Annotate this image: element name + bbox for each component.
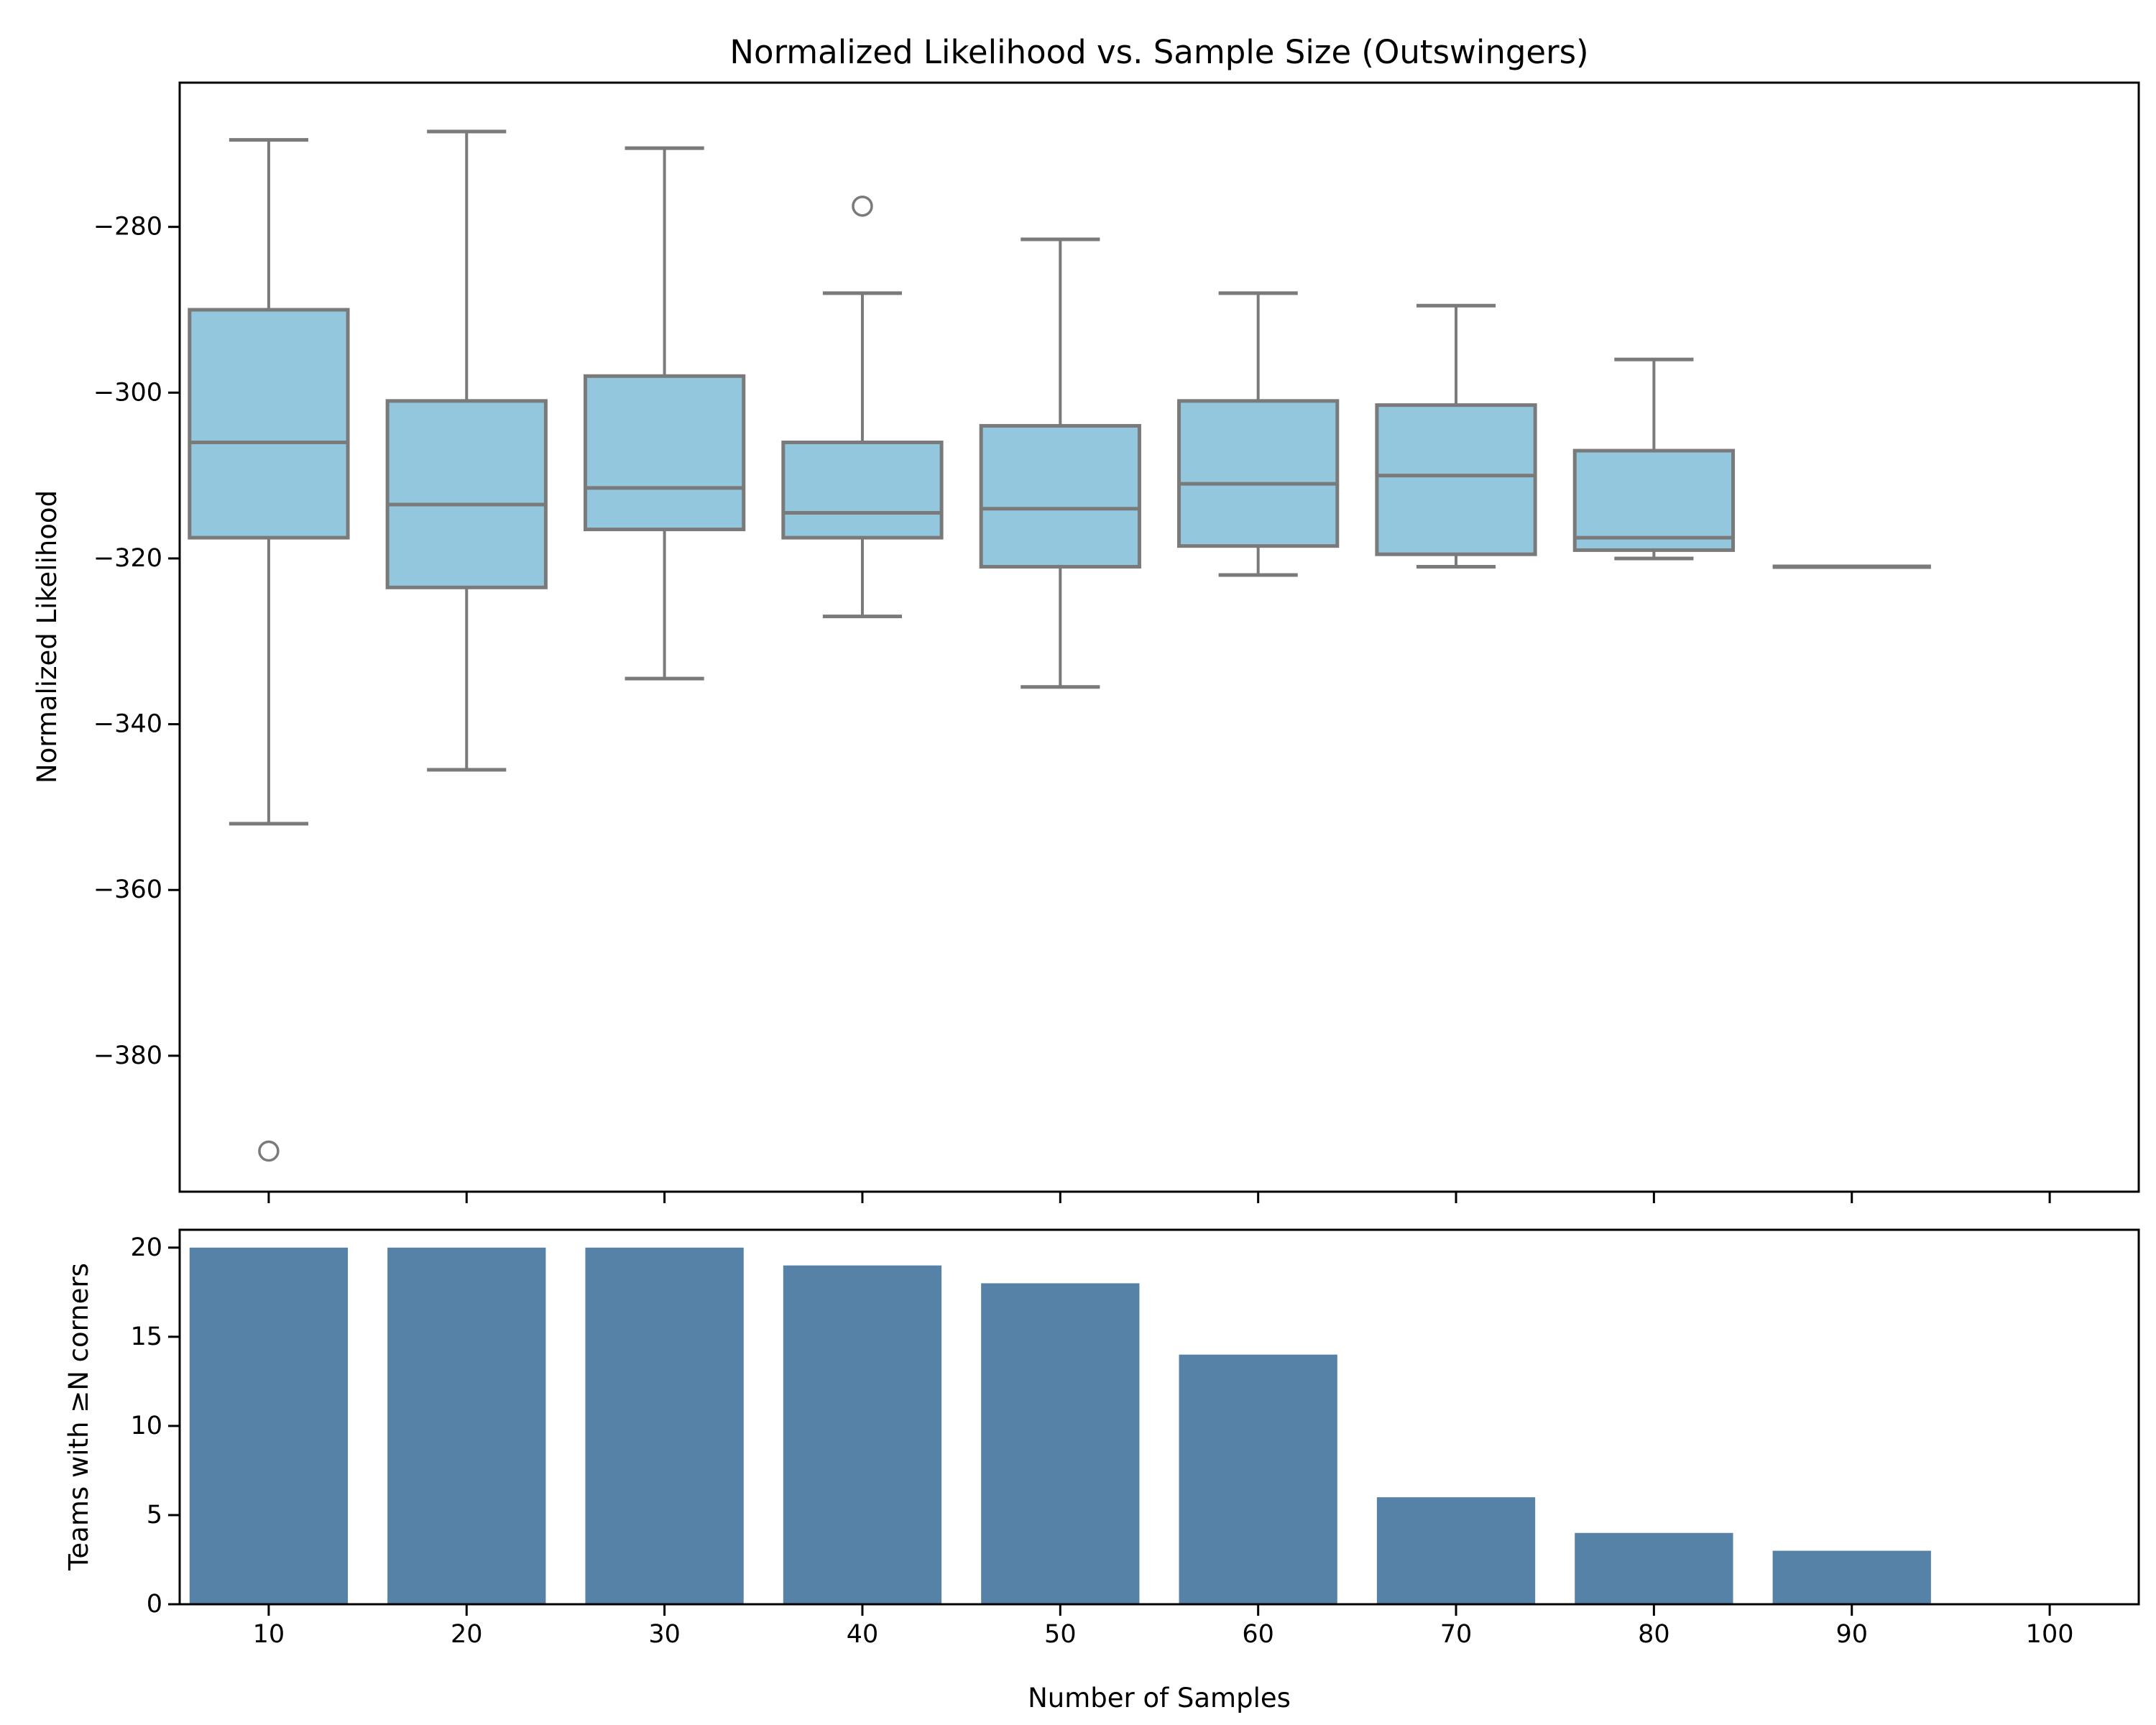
top-y-axis-label: Normalized Likelihood (32, 490, 63, 783)
y-tick-label: 15 (130, 1322, 162, 1351)
bar-chart: 0 5 10 15 20 10 20 30 40 50 60 70 80 90 100 (130, 1228, 2140, 1649)
y-tick-label: −340 (93, 710, 162, 739)
y-tick-label: 20 (130, 1233, 162, 1262)
box (1375, 403, 1537, 556)
bottom-axes-frame (178, 1228, 2140, 1606)
x-tick-label: 10 (253, 1620, 285, 1649)
x-tick-label: 20 (451, 1620, 483, 1649)
x-tick-label: 100 (2026, 1620, 2074, 1649)
y-tick-label: −320 (93, 544, 162, 573)
bar (189, 1247, 349, 1604)
bar (1772, 1550, 1931, 1604)
y-tick-label: −360 (93, 875, 162, 904)
box (979, 423, 1141, 569)
figure-title: Normalized Likelihood vs. Sample Size (O… (729, 33, 1588, 71)
bar (585, 1247, 744, 1604)
y-tick-label: −280 (93, 213, 162, 242)
box (1177, 399, 1340, 548)
y-tick-label: −300 (93, 378, 162, 407)
y-tick-label: 5 (147, 1501, 162, 1530)
boxplot-chart: −280 −300 −320 −340 −360 −380 (93, 81, 2140, 1203)
bar (783, 1265, 942, 1604)
y-tick-label: −380 (93, 1041, 162, 1070)
x-tick-label: 70 (1440, 1620, 1473, 1649)
bar (1179, 1354, 1337, 1604)
box (188, 308, 350, 540)
box (781, 440, 944, 540)
x-axis-label: Number of Samples (1028, 1683, 1291, 1714)
bar (387, 1247, 546, 1604)
box (385, 399, 548, 589)
bar (1575, 1532, 1733, 1604)
x-tick-label: 40 (847, 1620, 879, 1649)
bar (1376, 1497, 1536, 1604)
box (1572, 448, 1736, 552)
y-tick-label: 0 (147, 1590, 162, 1619)
outlier-marker (258, 1140, 280, 1162)
y-tick-label: 10 (130, 1412, 162, 1440)
x-tick-label: 30 (648, 1620, 681, 1649)
outlier-marker (852, 196, 873, 217)
bar (981, 1283, 1140, 1604)
x-tick-label: 50 (1044, 1620, 1077, 1649)
x-tick-label: 60 (1242, 1620, 1274, 1649)
bottom-y-axis-label: Teams with ≥N corners (63, 1263, 94, 1571)
x-tick-label: 80 (1638, 1620, 1670, 1649)
top-axes-frame (178, 81, 2140, 1193)
x-tick-label: 90 (1835, 1620, 1868, 1649)
box (583, 374, 746, 532)
